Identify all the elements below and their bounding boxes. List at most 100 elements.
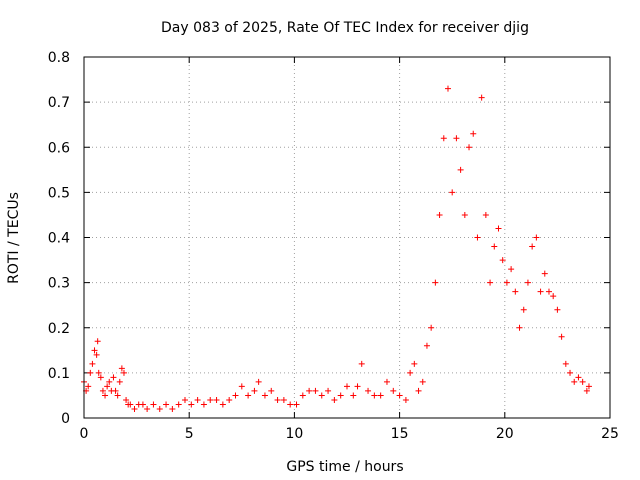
axis-ticks: 0 5 10 15 20 25 0 0.1 0.2 0.3 0.4 0.5 0.6 0.7 0.8 [48,50,619,442]
data-point [537,288,544,295]
x-axis-label: GPS time / hours [286,459,403,475]
data-point [383,378,390,385]
data-point [251,387,258,394]
data-point [226,396,233,403]
data-point [325,387,332,394]
data-point [156,405,163,412]
data-point [312,387,319,394]
data-point [470,130,477,137]
y-tick-label: 0.8 [48,50,70,66]
data-point [238,383,245,390]
data-point [478,94,485,101]
y-tick-label: 0.6 [48,140,70,156]
data-point [457,166,464,173]
data-point [344,383,350,390]
data-point [114,392,121,399]
data-point [432,279,439,286]
data-point [423,342,430,349]
data-point [104,383,111,390]
data-point [95,369,102,376]
plot-frame [83,56,611,419]
data-point [89,360,96,367]
data-point [503,279,510,286]
y-tick-label: 0 [61,411,70,427]
data-point [579,378,586,385]
y-tick-label: 0.1 [48,366,70,382]
y-tick-label: 0.7 [48,95,70,111]
data-point [474,234,481,241]
data-point [337,392,344,399]
data-point [181,396,188,403]
data-point [274,396,281,403]
data-point [331,396,338,403]
data-point [516,324,523,331]
data-point [545,288,552,295]
data-point [512,288,519,295]
data-point [419,378,426,385]
data-point [194,396,201,403]
data-point [554,306,561,313]
data-point [261,392,268,399]
data-point [499,257,506,264]
data-point [112,387,119,394]
data-point [396,392,403,399]
data-point [402,396,409,403]
grid [84,57,610,418]
y-axis-label: ROTI / TECUs [6,192,22,284]
data-point [255,378,262,385]
data-point [87,369,94,376]
data-point [562,360,569,367]
y-tick-label: 0.4 [48,231,70,247]
data-point [94,338,101,345]
data-point [550,293,557,300]
x-tick-label: 15 [391,426,409,442]
data-point [139,401,146,408]
data-point [175,401,182,408]
data-point [213,396,220,403]
data-point [571,378,578,385]
x-tick-label: 20 [496,426,514,442]
data-point [377,392,384,399]
data-point [118,365,125,372]
data-point [116,378,123,385]
data-point [487,279,494,286]
data-point [428,324,435,331]
data-point [207,396,214,403]
data-point [508,266,515,273]
data-point [131,405,138,412]
data-point [390,387,397,394]
y-tick-label: 0.2 [48,321,70,337]
y-tick-label: 0.3 [48,276,70,292]
x-tick-label: 25 [601,426,619,442]
data-point [461,211,468,218]
data-point [411,360,418,367]
data-point [219,401,226,408]
data-point [358,360,365,367]
data-point [575,374,582,381]
data-point [440,135,447,142]
data-point [232,392,239,399]
data-point [407,369,414,376]
data-point [453,135,460,142]
data-point [524,279,531,286]
data-point [188,401,195,408]
data-point [287,401,294,408]
data-point [415,387,422,394]
data-point [371,392,378,399]
x-tick-label: 5 [185,426,194,442]
data-point [306,387,313,394]
data-point [365,387,372,394]
data-point [245,392,252,399]
data-point [123,396,130,403]
data-point [585,383,592,390]
data-point [91,347,98,354]
data-point [99,387,106,394]
data-point [150,401,157,408]
data-point [102,392,109,399]
data-point [449,189,456,196]
data-point [436,211,443,218]
data-point [583,387,590,394]
data-point [533,234,540,241]
data-point [350,392,357,399]
